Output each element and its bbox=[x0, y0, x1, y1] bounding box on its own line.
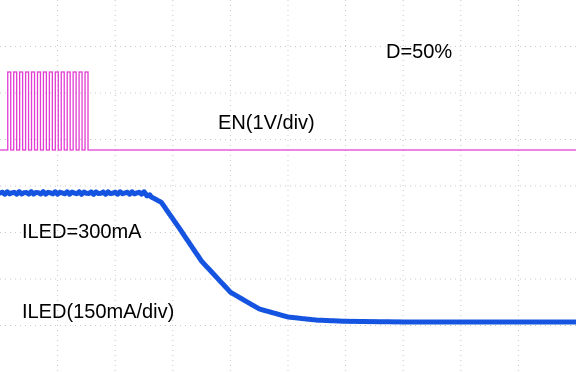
iled-current-trace bbox=[0, 189, 576, 325]
en-signal-trace bbox=[0, 71, 576, 151]
en-scale-label: EN(1V/div) bbox=[218, 112, 315, 134]
iled-scale-label: ILED(150mA/div) bbox=[22, 301, 174, 323]
duty-cycle-label: D=50% bbox=[386, 41, 452, 63]
iled-level-label: ILED=300mA bbox=[22, 221, 142, 243]
